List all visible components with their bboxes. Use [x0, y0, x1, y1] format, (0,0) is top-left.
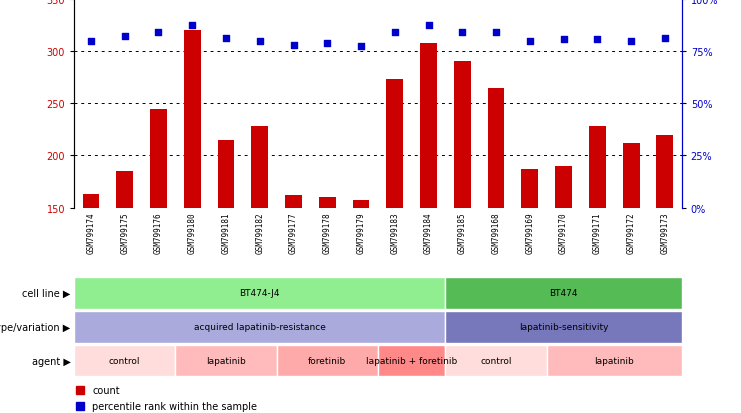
Bar [445, 311, 682, 343]
Bar [116, 172, 133, 208]
Text: GSM799184: GSM799184 [424, 211, 433, 253]
Point [524, 38, 536, 45]
Bar [150, 109, 167, 208]
Text: lapatinib + foretinib: lapatinib + foretinib [366, 356, 457, 366]
Point [659, 35, 671, 42]
Point [288, 43, 299, 49]
Bar [184, 31, 201, 208]
Bar [251, 127, 268, 208]
Bar [82, 195, 99, 208]
Text: lapatinib: lapatinib [206, 356, 246, 366]
Bar [74, 278, 445, 309]
Text: GSM799169: GSM799169 [525, 211, 534, 253]
Point [456, 30, 468, 37]
Bar [420, 44, 437, 208]
Text: GSM799172: GSM799172 [627, 211, 636, 253]
Point [389, 30, 401, 37]
Bar [445, 345, 547, 377]
Bar [445, 278, 682, 309]
Bar [488, 88, 505, 208]
Text: cell line ▶: cell line ▶ [22, 288, 70, 298]
Bar [285, 196, 302, 208]
Text: foretinib: foretinib [308, 356, 346, 366]
Text: BT474-J4: BT474-J4 [239, 289, 280, 298]
Point [119, 33, 130, 40]
Point [422, 23, 434, 29]
Point [186, 23, 198, 29]
Bar [353, 201, 370, 208]
Point [591, 36, 603, 43]
Bar [74, 311, 445, 343]
Bar [453, 62, 471, 208]
Bar [589, 127, 605, 208]
Point [85, 38, 97, 45]
Point [490, 30, 502, 37]
Text: GSM799176: GSM799176 [154, 211, 163, 253]
Text: GSM799168: GSM799168 [491, 211, 501, 253]
Text: agent ▶: agent ▶ [32, 356, 70, 366]
Bar [622, 144, 639, 208]
Bar [555, 166, 572, 208]
Point [625, 38, 637, 45]
Text: lapatinib: lapatinib [594, 356, 634, 366]
Text: GSM799178: GSM799178 [323, 211, 332, 253]
Text: GSM799177: GSM799177 [289, 211, 298, 253]
Text: GSM799181: GSM799181 [222, 211, 230, 253]
Point [220, 35, 232, 42]
Point [355, 43, 367, 50]
Bar [218, 140, 234, 208]
Text: BT474: BT474 [549, 289, 578, 298]
Text: GSM799174: GSM799174 [87, 211, 96, 253]
Text: GSM799173: GSM799173 [660, 211, 669, 253]
Text: GSM799175: GSM799175 [120, 211, 129, 253]
Bar [276, 345, 378, 377]
Text: GSM799180: GSM799180 [187, 211, 197, 253]
Point [254, 38, 266, 45]
Point [558, 36, 570, 43]
Bar [74, 345, 176, 377]
Bar [386, 80, 403, 208]
Text: GSM799179: GSM799179 [356, 211, 365, 253]
Point [153, 30, 165, 37]
Text: count: count [93, 385, 120, 395]
Text: acquired lapatinib-resistance: acquired lapatinib-resistance [194, 323, 326, 332]
Bar [547, 345, 682, 377]
Bar [176, 345, 276, 377]
Bar [378, 345, 445, 377]
Text: GSM799185: GSM799185 [458, 211, 467, 253]
Text: genotype/variation ▶: genotype/variation ▶ [0, 322, 70, 332]
Text: GSM799170: GSM799170 [559, 211, 568, 253]
Point [322, 40, 333, 47]
Bar [657, 135, 674, 208]
Text: lapatinib-sensitivity: lapatinib-sensitivity [519, 323, 608, 332]
Text: control: control [480, 356, 512, 366]
Text: GSM799182: GSM799182 [255, 211, 265, 253]
Text: control: control [109, 356, 141, 366]
Text: GSM799171: GSM799171 [593, 211, 602, 253]
Text: percentile rank within the sample: percentile rank within the sample [93, 401, 257, 411]
Bar [522, 170, 538, 208]
Text: GSM799183: GSM799183 [391, 211, 399, 253]
Bar [319, 198, 336, 208]
